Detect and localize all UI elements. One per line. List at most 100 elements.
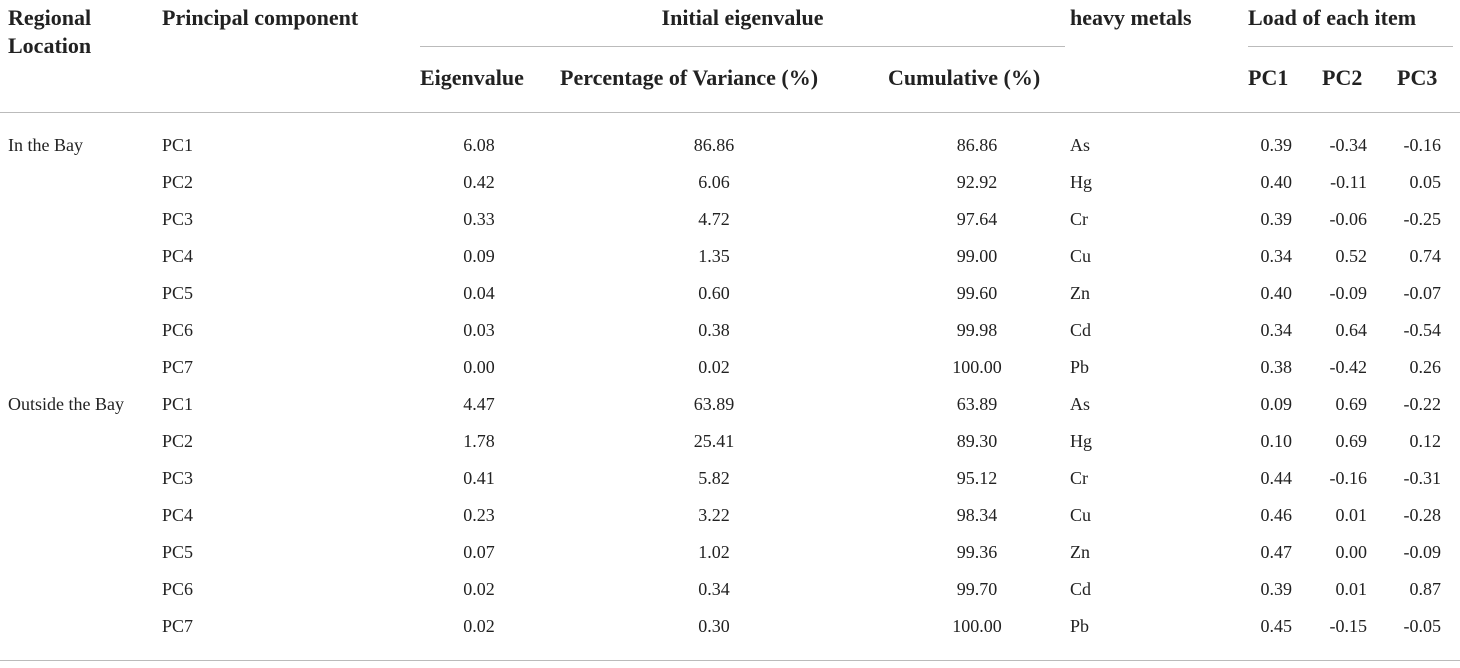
load-pc1: 0.39	[1260, 579, 1293, 599]
header-variance: Percentage of Variance (%)	[560, 65, 819, 90]
variance: 3.22	[698, 505, 730, 525]
metal: Zn	[1070, 283, 1090, 303]
load-pc1: 0.40	[1260, 172, 1293, 192]
eigenvalue: 0.00	[463, 357, 495, 377]
variance: 1.02	[698, 542, 730, 562]
load-pc1: 0.09	[1260, 394, 1293, 414]
group-rule	[1248, 46, 1453, 47]
header-metals: heavy metals	[1070, 5, 1192, 30]
header-cumulative: Cumulative (%)	[888, 65, 1041, 90]
component: PC3	[162, 209, 194, 229]
variance: 6.06	[698, 172, 730, 192]
variance: 0.34	[698, 579, 730, 599]
component: PC2	[162, 172, 194, 192]
metal: Cr	[1070, 468, 1088, 488]
load-pc2: 0.01	[1335, 579, 1368, 599]
cumulative: 100.00	[952, 357, 1002, 377]
load-pc2: -0.09	[1329, 283, 1368, 303]
load-pc2: -0.34	[1329, 135, 1368, 155]
load-pc2: -0.15	[1329, 616, 1368, 636]
load-pc1: 0.10	[1260, 431, 1293, 451]
load-pc3: -0.07	[1403, 283, 1442, 303]
cumulative: 99.70	[956, 579, 998, 599]
eigenvalue: 0.33	[463, 209, 495, 229]
load-pc2: 0.00	[1335, 542, 1368, 562]
load-pc3: 0.74	[1409, 246, 1442, 266]
cumulative: 89.30	[956, 431, 998, 451]
variance: 86.86	[693, 135, 735, 155]
load-pc2: -0.16	[1329, 468, 1368, 488]
cumulative: 97.64	[956, 209, 998, 229]
component: PC1	[162, 394, 194, 414]
header-component: Principal component	[162, 5, 359, 30]
load-pc3: -0.54	[1403, 320, 1442, 340]
metal: As	[1070, 394, 1091, 414]
cumulative: 92.92	[956, 172, 998, 192]
eigenvalue: 1.78	[463, 431, 495, 451]
component: PC2	[162, 431, 194, 451]
cumulative: 100.00	[952, 616, 1002, 636]
eigenvalue: 0.07	[463, 542, 495, 562]
eigenvalue: 0.42	[463, 172, 495, 192]
header-load-group: Load of each item	[1248, 5, 1417, 30]
header-pc3: PC3	[1397, 65, 1438, 90]
load-pc1: 0.44	[1260, 468, 1293, 488]
cumulative: 99.98	[956, 320, 998, 340]
load-pc1: 0.34	[1260, 246, 1293, 266]
load-pc1: 0.39	[1260, 135, 1293, 155]
load-pc1: 0.46	[1260, 505, 1293, 525]
load-pc1: 0.45	[1260, 616, 1293, 636]
metal: Cr	[1070, 209, 1088, 229]
group-rule	[420, 46, 1065, 47]
load-pc3: 0.12	[1409, 431, 1442, 451]
metal: Cd	[1070, 320, 1092, 340]
variance: 0.30	[698, 616, 730, 636]
load-pc3: 0.05	[1409, 172, 1442, 192]
metal: Hg	[1070, 431, 1092, 451]
component: PC7	[162, 357, 194, 377]
load-pc3: 0.87	[1409, 579, 1442, 599]
load-pc3: -0.22	[1403, 394, 1442, 414]
region: In the Bay	[8, 135, 83, 155]
eigenvalue: 0.03	[463, 320, 495, 340]
load-pc2: 0.69	[1335, 394, 1368, 414]
metal: Cd	[1070, 579, 1092, 599]
load-pc3: -0.31	[1403, 468, 1442, 488]
load-pc3: -0.05	[1403, 616, 1442, 636]
variance: 0.38	[698, 320, 730, 340]
metal: Cu	[1070, 246, 1092, 266]
load-pc2: -0.11	[1330, 172, 1367, 192]
header-pc2: PC2	[1322, 65, 1363, 90]
variance: 5.82	[698, 468, 730, 488]
cumulative: 86.86	[956, 135, 998, 155]
cumulative: 98.34	[956, 505, 998, 525]
cumulative: 99.00	[956, 246, 998, 266]
component: PC4	[162, 505, 194, 525]
header-eigenvalue: Eigenvalue	[420, 65, 524, 90]
metal: As	[1070, 135, 1091, 155]
header-rule	[0, 112, 1460, 113]
component: PC3	[162, 468, 194, 488]
variance: 1.35	[698, 246, 730, 266]
eigenvalue: 0.04	[463, 283, 495, 303]
eigenvalue: 0.41	[463, 468, 495, 488]
variance: 0.60	[698, 283, 730, 303]
load-pc3: -0.28	[1403, 505, 1442, 525]
load-pc1: 0.47	[1260, 542, 1293, 562]
metal: Hg	[1070, 172, 1092, 192]
header-region: Regional Location	[8, 5, 92, 58]
header-pc1: PC1	[1248, 65, 1289, 90]
load-pc2: -0.42	[1329, 357, 1368, 377]
metal: Pb	[1070, 357, 1090, 377]
load-pc2: 0.64	[1335, 320, 1368, 340]
variance: 25.41	[693, 431, 735, 451]
eigenvalue: 0.02	[463, 616, 495, 636]
bottom-rule	[0, 660, 1460, 661]
component: PC5	[162, 283, 194, 303]
variance: 0.02	[698, 357, 730, 377]
eigenvalue: 4.47	[463, 394, 495, 414]
load-pc2: 0.01	[1335, 505, 1368, 525]
eigenvalue: 0.09	[463, 246, 495, 266]
load-pc2: -0.06	[1329, 209, 1368, 229]
